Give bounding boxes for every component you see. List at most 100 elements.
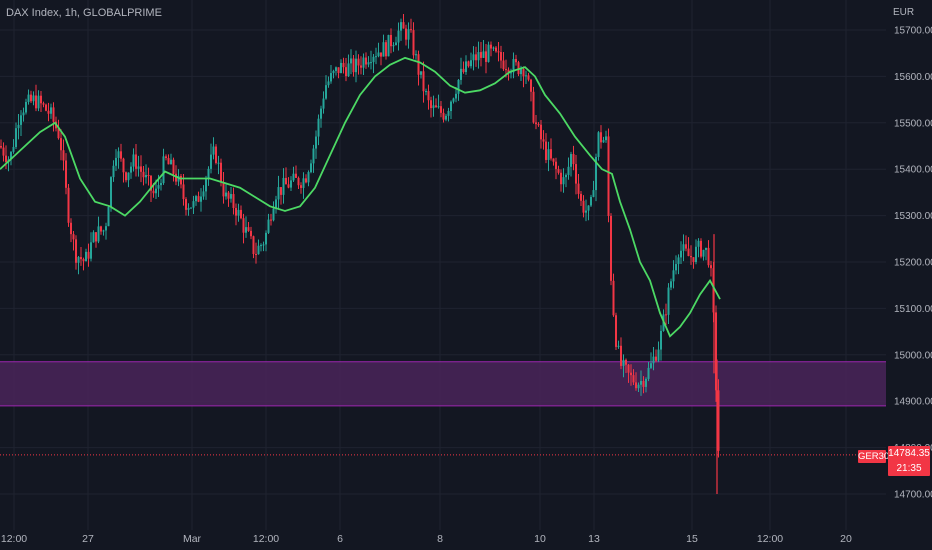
candle-body (517, 62, 520, 75)
candle-body (117, 151, 120, 158)
candle-body (505, 69, 507, 71)
candle-body (157, 185, 160, 189)
candle-body (2, 147, 5, 156)
candle-body (707, 247, 710, 266)
candle-body (177, 176, 180, 182)
x-tick-label: 27 (82, 533, 94, 545)
candle-body (110, 177, 112, 208)
candle-body (452, 98, 455, 102)
candle-body (370, 62, 372, 64)
candle-body (417, 54, 420, 75)
candle-body (135, 154, 137, 169)
candle-body (270, 219, 272, 221)
candle-body (610, 215, 612, 281)
candle-body (647, 367, 650, 379)
candle-body (387, 34, 390, 57)
candle-body (167, 158, 170, 165)
candle-body (440, 106, 442, 113)
candle-body (620, 345, 622, 366)
candle-body (392, 45, 395, 47)
candle-body (550, 149, 552, 159)
candle-body (670, 281, 672, 288)
candle-body (412, 30, 415, 56)
candle-body (422, 71, 425, 92)
zone-fill (0, 361, 886, 406)
candle-body (17, 124, 20, 129)
candle-body (365, 57, 367, 65)
candle-body (5, 155, 7, 163)
chart-title: DAX Index, 1h, GLOBALPRIME (6, 7, 162, 19)
candle-body (682, 244, 685, 251)
candle-body (590, 196, 592, 206)
candle-body (247, 227, 250, 231)
candle-body (322, 98, 325, 109)
candle-body (205, 178, 207, 192)
support-zone (0, 361, 886, 407)
candle-body (512, 58, 515, 73)
candle-body (290, 180, 292, 188)
candle-body (305, 178, 307, 183)
candle-body (460, 68, 462, 80)
candle-body (307, 172, 310, 183)
candle-body (132, 154, 135, 167)
candle-body (197, 196, 200, 202)
candle-body (120, 151, 122, 159)
y-tick-label: 15200.00 (894, 258, 932, 269)
candle-body (175, 173, 177, 182)
x-tick-label: 10 (534, 533, 546, 545)
candle-body (705, 247, 707, 250)
candle-body (225, 192, 227, 197)
candle-body (105, 226, 107, 231)
candle-body (500, 52, 502, 61)
candle-body (400, 22, 402, 31)
symbol-badge: GER30 (858, 450, 890, 463)
candle-body (35, 95, 37, 109)
candle-body (57, 128, 60, 139)
time-axis[interactable]: 12:00 27 Mar 12:00 6 8 10 13 15 12:00 20 (1, 533, 852, 545)
candle-body (567, 166, 570, 175)
candle-body (537, 124, 540, 126)
candle-body (302, 178, 305, 188)
candle-body (577, 183, 580, 194)
candle-body (162, 156, 165, 184)
candle-body (377, 52, 380, 57)
candle-body (240, 209, 242, 219)
candle-body (42, 103, 45, 105)
candle-body (595, 156, 597, 191)
candle-body (677, 257, 680, 265)
candle-body (465, 61, 467, 73)
candle-body (45, 104, 47, 111)
candle-body (202, 191, 205, 197)
candle-body (602, 140, 605, 143)
candle-body (37, 95, 40, 109)
candle-body (317, 118, 320, 137)
candle-body (470, 60, 472, 67)
candle-body (582, 200, 585, 213)
candle-body (47, 110, 50, 114)
candle-body (115, 157, 117, 166)
candle-body (510, 72, 512, 74)
candle-body (562, 177, 565, 185)
candle-body (607, 136, 610, 216)
y-tick-label: 15300.00 (894, 211, 932, 222)
candle-body (187, 207, 190, 210)
candle-body (107, 207, 110, 227)
candle-body (402, 22, 405, 29)
candle-body (137, 166, 140, 169)
candle-body (717, 390, 720, 451)
candle-body (447, 111, 450, 116)
candle-body (587, 205, 590, 211)
candle-body (515, 58, 517, 63)
candle-body (87, 251, 90, 259)
candle-body (230, 194, 232, 199)
candle-body (492, 47, 495, 49)
x-tick-label: Mar (183, 533, 202, 545)
candle-body (300, 185, 302, 188)
candle-body (232, 194, 235, 208)
candle-body (425, 91, 427, 93)
candle-body (342, 62, 345, 68)
candle-body (265, 232, 267, 245)
candle-body (152, 190, 155, 194)
